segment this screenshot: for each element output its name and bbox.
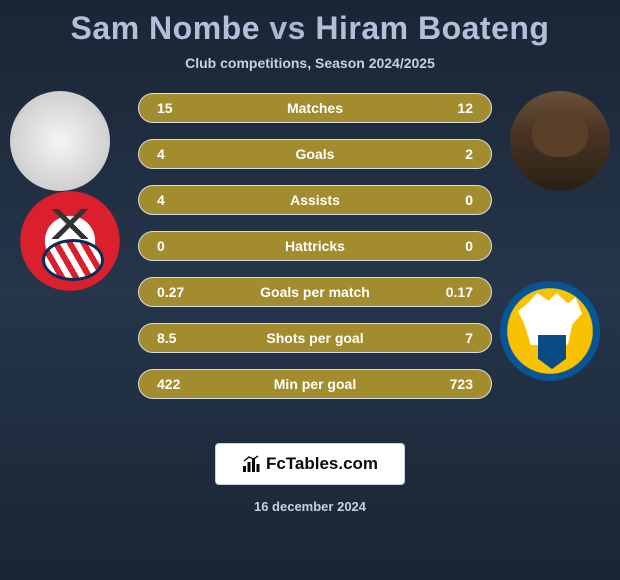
stat-row: 0.27Goals per match0.17 (138, 277, 492, 307)
stat-label: Hattricks (139, 238, 491, 254)
stat-value-player1: 4 (157, 192, 165, 208)
player2-avatar (510, 91, 610, 191)
stat-label: Matches (139, 100, 491, 116)
vs-label: vs (269, 10, 306, 46)
player1-club-badge (20, 191, 120, 291)
stat-label: Assists (139, 192, 491, 208)
stat-label: Min per goal (139, 376, 491, 392)
stat-value-player1: 422 (157, 376, 180, 392)
chart-icon (242, 455, 260, 473)
stat-value-player2: 0 (465, 238, 473, 254)
snapshot-date: 16 december 2024 (0, 499, 620, 514)
stat-value-player2: 0.17 (446, 284, 473, 300)
subtitle: Club competitions, Season 2024/2025 (0, 55, 620, 71)
player2-name: Hiram Boateng (315, 10, 549, 46)
comparison-title: Sam Nombe vs Hiram Boateng (0, 0, 620, 47)
stat-value-player1: 0 (157, 238, 165, 254)
stat-row: 422Min per goal723 (138, 369, 492, 399)
stat-value-player2: 2 (465, 146, 473, 162)
stat-row: 4Assists0 (138, 185, 492, 215)
stat-value-player1: 8.5 (157, 330, 176, 346)
stat-label: Shots per goal (139, 330, 491, 346)
player1-avatar (10, 91, 110, 191)
stat-row: 15Matches12 (138, 93, 492, 123)
player2-club-badge (500, 281, 600, 381)
stat-value-player2: 7 (465, 330, 473, 346)
stat-value-player2: 723 (450, 376, 473, 392)
stat-value-player2: 12 (457, 100, 473, 116)
comparison-area: 15Matches124Goals24Assists00Hattricks00.… (0, 101, 620, 431)
fctables-branding: FcTables.com (215, 443, 405, 485)
stat-value-player2: 0 (465, 192, 473, 208)
stat-rows: 15Matches124Goals24Assists00Hattricks00.… (138, 93, 492, 415)
stat-row: 4Goals2 (138, 139, 492, 169)
stat-value-player1: 15 (157, 100, 173, 116)
stat-label: Goals (139, 146, 491, 162)
stat-value-player1: 0.27 (157, 284, 184, 300)
stat-label: Goals per match (139, 284, 491, 300)
player1-name: Sam Nombe (71, 10, 260, 46)
stat-row: 0Hattricks0 (138, 231, 492, 261)
stat-row: 8.5Shots per goal7 (138, 323, 492, 353)
branding-label: FcTables.com (266, 454, 378, 474)
stat-value-player1: 4 (157, 146, 165, 162)
